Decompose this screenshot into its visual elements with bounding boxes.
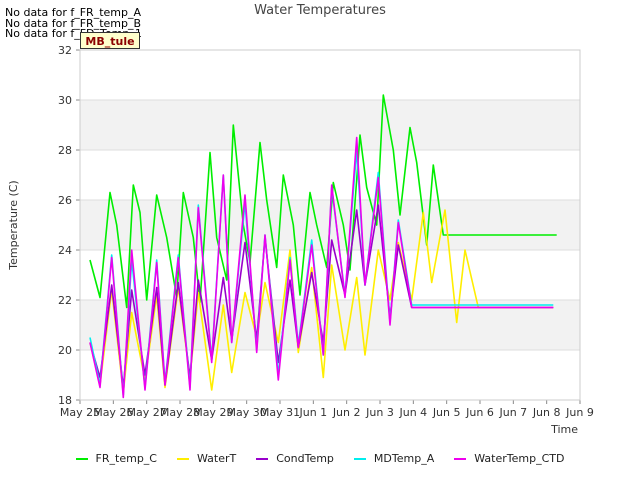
legend-item: WaterT — [176, 452, 237, 465]
x-tick-label: Jun 8 — [532, 406, 561, 419]
x-tick-label: Jun 1 — [298, 406, 327, 419]
legend-label: WaterT — [196, 452, 237, 465]
no-data-note: No data for f_FR_temp_A — [5, 6, 141, 19]
legend-label: FR_temp_C — [95, 452, 157, 465]
y-tick-label: 20 — [58, 344, 72, 357]
grid-band — [80, 100, 580, 150]
x-tick-label: Jun 9 — [565, 406, 594, 419]
no-data-note: No data for f_FD_Temp_1 — [5, 27, 142, 40]
y-tick-label: 32 — [58, 44, 72, 57]
legend-swatch — [454, 457, 467, 460]
series-line-FR_temp_C — [89, 94, 557, 309]
x-tick-label: May 31 — [260, 406, 300, 419]
legend-item: WaterTemp_CTD — [454, 452, 564, 465]
y-tick-label: 28 — [58, 144, 72, 157]
x-tick-label: Jun 6 — [465, 406, 494, 419]
legend-item: CondTemp — [256, 452, 334, 465]
x-tick-label: Jun 7 — [498, 406, 527, 419]
x-tick-label: Jun 3 — [365, 406, 394, 419]
x-tick-label: May 29 — [193, 406, 233, 419]
y-tick-label: 30 — [58, 94, 72, 107]
grid-band — [80, 300, 580, 350]
chart-title: Water Temperatures — [254, 3, 386, 18]
legend-swatch — [75, 457, 88, 460]
series-line-WaterTemp_CTD — [89, 136, 554, 399]
x-tick-label: Jun 4 — [398, 406, 427, 419]
x-tick-label: Jun 5 — [432, 406, 461, 419]
x-tick-label: May 27 — [127, 406, 167, 419]
legend-label: MDTemp_A — [373, 452, 435, 465]
site-badge: MB_tule — [80, 32, 140, 49]
x-tick-label: Jun 2 — [332, 406, 361, 419]
legend-item: MDTemp_A — [353, 452, 435, 465]
legend-swatch — [256, 457, 269, 460]
x-axis-label: Time — [550, 423, 578, 436]
legend-item: FR_temp_C — [75, 452, 157, 465]
y-axis-label: Temperature (C) — [7, 180, 20, 270]
plot-frame — [79, 49, 581, 401]
y-tick-label: 24 — [58, 244, 72, 257]
legend-swatch — [176, 457, 189, 460]
x-tick-label: May 26 — [93, 406, 133, 419]
no-data-note: No data for f_FR_temp_B — [5, 16, 142, 30]
legend-label: CondTemp — [276, 452, 334, 465]
x-tick-label: May 25 — [60, 406, 100, 419]
y-tick-label: 26 — [58, 194, 72, 207]
legend-label: WaterTemp_CTD — [474, 452, 565, 465]
legend-swatch — [353, 457, 366, 460]
chart-legend: FR_temp_C WaterT CondTemp MDTemp_A WaterTemp… — [0, 452, 640, 465]
y-tick-label: 18 — [58, 394, 72, 407]
y-tick-label: 22 — [58, 294, 72, 307]
x-tick-label: May 28 — [160, 406, 200, 419]
no-data-notes: No data for f_FR_temp_A No data for f_FR… — [5, 6, 142, 40]
x-tick-label: May 30 — [227, 406, 267, 419]
